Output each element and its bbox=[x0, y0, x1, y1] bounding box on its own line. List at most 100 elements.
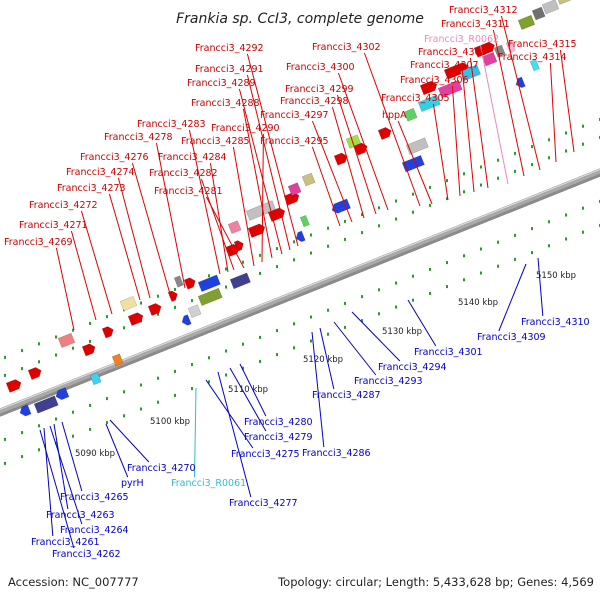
forward-label-leader bbox=[117, 177, 151, 299]
forward-label-leader bbox=[311, 120, 353, 223]
gene-shape bbox=[147, 303, 162, 316]
reverse-label-leader bbox=[407, 299, 437, 347]
reverse-label-leader bbox=[217, 371, 252, 498]
track-dot bbox=[106, 397, 108, 401]
track-dot bbox=[276, 329, 278, 333]
gene-shape bbox=[403, 107, 418, 122]
forward-label-leader bbox=[492, 29, 525, 177]
track-dot bbox=[395, 199, 397, 203]
forward-gene-glyph bbox=[517, 14, 536, 30]
track-dot bbox=[89, 403, 91, 407]
track-dot bbox=[4, 461, 6, 465]
track-dot bbox=[531, 163, 533, 167]
track-dot bbox=[310, 339, 312, 343]
track-dot bbox=[497, 240, 499, 244]
forward-gene-label: Francci3_4295 bbox=[260, 136, 329, 147]
track-dot bbox=[293, 346, 295, 350]
axis-tick-label: 5140 kbp bbox=[458, 298, 498, 308]
track-dot bbox=[446, 261, 448, 265]
reverse-gene-glyph bbox=[55, 387, 70, 401]
forward-label-leader bbox=[108, 193, 141, 301]
track-dot bbox=[123, 390, 125, 394]
track-dot bbox=[582, 230, 584, 234]
track-dot bbox=[446, 285, 448, 289]
track-dot bbox=[4, 437, 6, 441]
track-dot bbox=[259, 253, 261, 257]
track-dot bbox=[21, 431, 23, 435]
forward-gene-label: hppA bbox=[382, 110, 407, 121]
forward-label-leader bbox=[242, 108, 273, 259]
forward-label-leader bbox=[232, 146, 255, 267]
reverse-gene-label: Francci3_4294 bbox=[378, 362, 447, 373]
forward-gene-label: Francci3_R0062 bbox=[424, 34, 499, 45]
gene-shape bbox=[183, 277, 196, 290]
track-dot bbox=[514, 169, 516, 173]
track-dot bbox=[531, 145, 533, 149]
track-dot bbox=[157, 312, 159, 316]
reverse-label-leader bbox=[311, 331, 325, 448]
reverse-gene-label: Francci3_4265 bbox=[60, 492, 129, 503]
forward-gene-glyph bbox=[167, 290, 178, 302]
track-dot bbox=[378, 206, 380, 210]
genome-title: Frankia sp. CcI3, complete genome bbox=[176, 11, 424, 27]
track-dot bbox=[548, 220, 550, 224]
forward-label-leader bbox=[549, 62, 557, 163]
axis-tick-label: 5110 kbp bbox=[228, 385, 268, 395]
forward-gene-label: Francci3_4305 bbox=[381, 93, 450, 104]
track-dot bbox=[378, 288, 380, 292]
reverse-label-leader bbox=[319, 327, 335, 390]
forward-gene-label: Francci3_4276 bbox=[80, 152, 149, 163]
track-dot bbox=[344, 301, 346, 305]
reverse-gene-label: Francci3_4261 bbox=[31, 537, 100, 548]
track-dot bbox=[293, 258, 295, 262]
forward-label-leader bbox=[432, 103, 449, 201]
forward-gene-glyph bbox=[173, 275, 184, 288]
track-dot bbox=[140, 301, 142, 305]
forward-label-leader bbox=[80, 210, 113, 315]
track-dot bbox=[463, 190, 465, 194]
reverse-label-leader bbox=[109, 419, 150, 463]
forward-gene-label: Francci3_4269 bbox=[4, 237, 73, 248]
gene-shape bbox=[481, 51, 498, 67]
forward-gene-label: Francci3_4290 bbox=[211, 123, 280, 134]
forward-label-leader bbox=[337, 72, 389, 211]
gene-labels-layer: Francci3_4269 Francci3_4271 Francci3_4272 F… bbox=[4, 5, 590, 560]
forward-gene-label: Francci3_4284 bbox=[158, 152, 227, 163]
gene-shape bbox=[167, 290, 178, 302]
gene-shape bbox=[187, 304, 202, 318]
track-dot bbox=[480, 247, 482, 251]
track-dot bbox=[276, 353, 278, 357]
gene-shape bbox=[377, 127, 392, 140]
gene-shape bbox=[473, 41, 495, 58]
track-dot bbox=[463, 278, 465, 282]
forward-gene-glyph bbox=[403, 107, 418, 122]
track-dot bbox=[582, 124, 584, 128]
track-dot bbox=[72, 328, 74, 332]
track-dot bbox=[225, 285, 227, 289]
track-dot bbox=[72, 410, 74, 414]
track-dot bbox=[4, 373, 6, 377]
reverse-gene-glyph bbox=[33, 395, 59, 414]
track-dot bbox=[208, 274, 210, 278]
gene-shape bbox=[531, 6, 546, 21]
track-dot bbox=[174, 393, 176, 397]
forward-gene-label: Francci3_4288 bbox=[191, 98, 260, 109]
reverse-gene-glyph bbox=[229, 272, 251, 290]
reverse-gene-label: Francci3_4262 bbox=[52, 549, 121, 560]
track-dot bbox=[259, 359, 261, 363]
track-dot bbox=[446, 179, 448, 183]
forward-gene-label: Francci3_4271 bbox=[19, 220, 88, 231]
forward-label-leader bbox=[397, 120, 433, 205]
axis-tick-label: 5100 kbp bbox=[150, 417, 190, 427]
gene-shape bbox=[333, 152, 348, 166]
gene-shape bbox=[229, 272, 251, 290]
track-dot bbox=[361, 231, 363, 235]
track-dot bbox=[225, 373, 227, 377]
forward-gene-label: Francci3_4281 bbox=[154, 186, 223, 197]
reverse-label-leader bbox=[333, 321, 377, 376]
reverse-gene-glyph bbox=[405, 137, 429, 155]
track-dot bbox=[310, 315, 312, 319]
reverse-gene-glyph bbox=[181, 314, 192, 326]
